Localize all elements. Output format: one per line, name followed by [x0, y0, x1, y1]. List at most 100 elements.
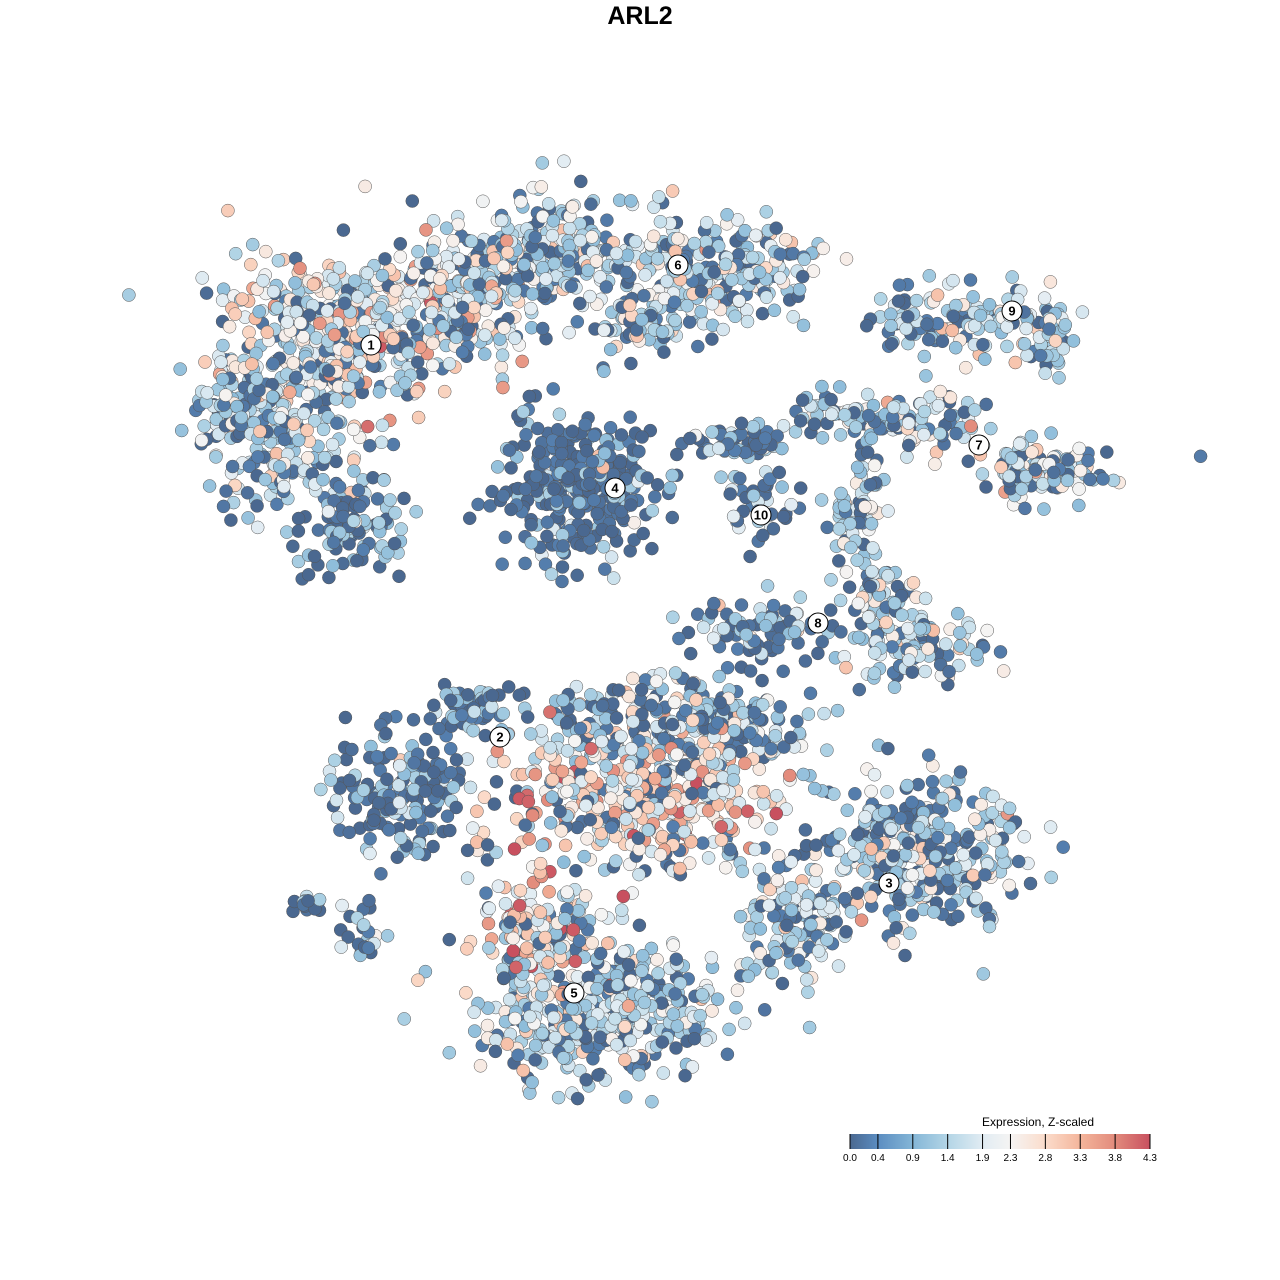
- point: [495, 557, 509, 571]
- point: [245, 357, 259, 371]
- point: [899, 321, 913, 336]
- point: [824, 573, 838, 587]
- point: [1044, 870, 1058, 885]
- point: [948, 861, 963, 875]
- point: [625, 772, 639, 787]
- point: [645, 541, 659, 556]
- point: [671, 231, 685, 246]
- point: [695, 836, 710, 850]
- point: [407, 782, 421, 797]
- point: [673, 861, 687, 876]
- point: [727, 723, 741, 738]
- point: [477, 790, 492, 804]
- point: [585, 230, 599, 244]
- point: [397, 1012, 411, 1026]
- point: [979, 480, 993, 494]
- point: [198, 355, 212, 369]
- point: [713, 695, 727, 710]
- point: [773, 247, 788, 261]
- point: [286, 356, 301, 370]
- point: [1017, 829, 1031, 844]
- point: [831, 843, 846, 858]
- point: [809, 838, 823, 852]
- point: [755, 673, 769, 688]
- point: [829, 915, 843, 929]
- point: [735, 864, 750, 879]
- point: [593, 946, 608, 961]
- point: [784, 497, 798, 512]
- point: [419, 732, 433, 747]
- point: [622, 796, 637, 810]
- point: [540, 529, 554, 544]
- point: [382, 823, 396, 837]
- point: [122, 288, 136, 302]
- point: [496, 489, 510, 503]
- point: [832, 554, 846, 568]
- point: [993, 645, 1008, 659]
- point: [350, 554, 364, 568]
- point: [884, 319, 898, 333]
- point: [816, 241, 830, 256]
- point: [363, 438, 377, 453]
- point: [1060, 473, 1075, 488]
- point: [867, 646, 882, 660]
- point: [905, 868, 920, 882]
- point: [975, 467, 990, 481]
- point: [1193, 449, 1208, 464]
- point: [520, 941, 534, 955]
- cluster-label-2: 2: [489, 726, 511, 748]
- point: [1037, 502, 1051, 516]
- point: [887, 680, 902, 694]
- point: [1000, 320, 1014, 334]
- point: [769, 946, 783, 960]
- point: [286, 417, 301, 431]
- point: [464, 234, 479, 248]
- point: [356, 783, 371, 797]
- point: [978, 352, 992, 366]
- point: [901, 621, 915, 636]
- point: [685, 786, 699, 801]
- point: [443, 823, 457, 838]
- point: [529, 469, 544, 483]
- point: [563, 1020, 578, 1034]
- point: [372, 796, 386, 810]
- point: [857, 864, 872, 878]
- point: [509, 960, 523, 975]
- point: [626, 714, 640, 729]
- point: [541, 955, 555, 970]
- point: [543, 740, 557, 755]
- point: [705, 425, 719, 439]
- point: [793, 414, 808, 428]
- point: [584, 770, 598, 784]
- point: [1019, 321, 1033, 336]
- point: [259, 244, 273, 259]
- point: [398, 376, 412, 390]
- point: [327, 753, 342, 768]
- point: [720, 208, 734, 222]
- point: [500, 245, 515, 260]
- point: [935, 334, 950, 349]
- point: [603, 420, 618, 435]
- point: [578, 417, 592, 432]
- point: [772, 465, 787, 480]
- point: [379, 726, 393, 741]
- point: [775, 480, 789, 494]
- point: [436, 319, 450, 333]
- point: [906, 576, 921, 590]
- point: [476, 194, 490, 209]
- point: [747, 705, 762, 720]
- point: [280, 525, 294, 539]
- point: [866, 541, 880, 555]
- point: [768, 729, 783, 743]
- point: [953, 765, 968, 779]
- point: [541, 197, 556, 211]
- point: [260, 325, 275, 340]
- point: [293, 316, 308, 330]
- point: [597, 323, 611, 337]
- point: [699, 216, 714, 230]
- point: [660, 274, 674, 289]
- point: [881, 568, 895, 583]
- point: [249, 372, 264, 386]
- point: [584, 688, 598, 702]
- point: [441, 294, 455, 308]
